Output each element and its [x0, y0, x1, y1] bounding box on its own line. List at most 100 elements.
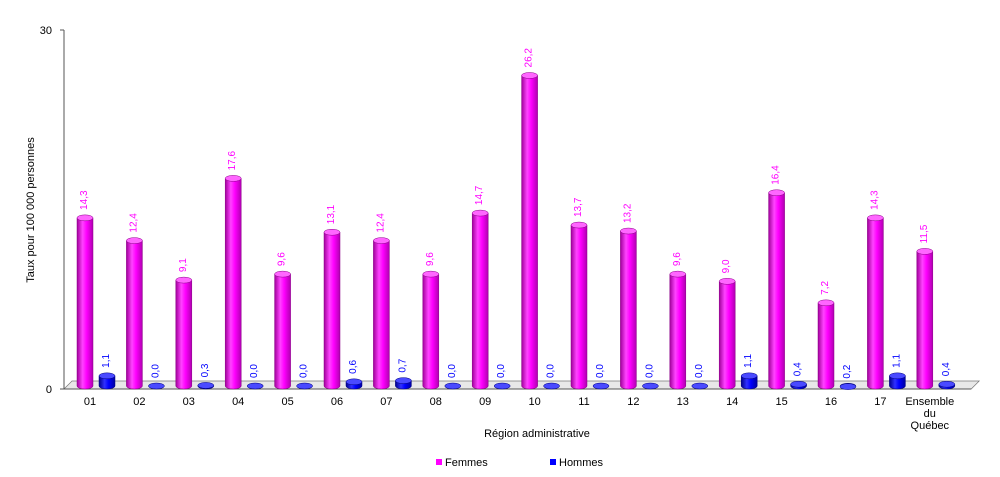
x-tick-label: 01 — [84, 396, 96, 408]
data-label-femmes: 16,4 — [771, 165, 782, 185]
x-tick-label: 03 — [183, 396, 195, 408]
x-tick-label: 17 — [874, 396, 886, 408]
data-label-femmes: 14,7 — [474, 185, 485, 205]
bar-hommes-8 — [493, 382, 511, 390]
data-label-hommes: 0,0 — [299, 364, 310, 378]
data-label-hommes: 0,6 — [348, 359, 359, 373]
data-label-hommes: 0,3 — [200, 363, 211, 377]
y-tick-labels: 30 0 — [40, 25, 52, 396]
bar-hommes-0 — [98, 372, 116, 390]
bar-hommes-6 — [395, 377, 412, 390]
bar-hommes-15 — [839, 383, 857, 390]
bar-hommes-11 — [642, 382, 659, 390]
data-label-hommes: 0,4 — [941, 362, 952, 376]
data-label-hommes: 0,0 — [447, 364, 458, 378]
bar-femmes-1 — [126, 237, 143, 390]
x-tick-labels: 01 02 03 04 05 06 07 08 09 10 11 12 13 14 15 16 17 Ensemb… — [84, 396, 954, 432]
bar-hommes-1 — [148, 382, 165, 390]
data-label-hommes: 0,0 — [496, 364, 507, 378]
bar-femmes-3 — [224, 175, 242, 390]
bar-hommes-16 — [889, 372, 906, 390]
legend-swatch — [550, 459, 556, 465]
bar-femmes-12 — [669, 270, 687, 390]
data-label-femmes: 12,4 — [128, 213, 139, 233]
data-label-hommes: 0,0 — [644, 364, 655, 378]
bar-femmes-11 — [620, 227, 637, 390]
bar-hommes-3 — [246, 382, 264, 390]
bar-femmes-15 — [817, 299, 835, 390]
data-label-femmes: 14,3 — [79, 190, 90, 210]
bar-femmes-5 — [323, 228, 341, 390]
bar-hommes-14 — [790, 380, 807, 390]
bar-hommes-5 — [345, 378, 363, 390]
legend: Femmes Hommes — [436, 457, 604, 469]
bar-hommes-10 — [592, 382, 610, 390]
x-tick-label: 07 — [380, 396, 392, 408]
bar-hommes-17 — [938, 380, 956, 390]
x-tick-label: Ensemble du Québec — [905, 396, 954, 432]
y-tick-label: 30 — [40, 25, 52, 37]
data-label-femmes: 26,2 — [524, 48, 535, 68]
bar-femmes-13 — [718, 278, 736, 390]
y-tick-label: 0 — [46, 384, 52, 396]
x-tick-label: 02 — [133, 396, 145, 408]
axes — [60, 29, 972, 390]
bars — [76, 72, 956, 390]
bar-femmes-10 — [570, 221, 588, 390]
legend-item-hommes: Hommes — [550, 457, 604, 469]
bar-hommes-12 — [691, 382, 709, 390]
data-label-femmes: 13,7 — [573, 197, 584, 217]
data-label-femmes: 9,6 — [425, 252, 436, 266]
data-label-femmes: 13,1 — [326, 204, 337, 224]
x-tick-label: 13 — [677, 396, 689, 408]
data-label-hommes: 0,0 — [546, 364, 557, 378]
x-tick-label: 15 — [775, 396, 787, 408]
data-label-hommes: 0,7 — [397, 358, 408, 372]
x-tick-label: 14 — [726, 396, 738, 408]
x-tick-label: 10 — [528, 396, 540, 408]
bar-femmes-14 — [768, 189, 785, 390]
data-label-femmes: 11,5 — [919, 224, 930, 243]
data-label-hommes: 1,1 — [101, 353, 112, 367]
bar-femmes-17 — [916, 248, 934, 390]
bar-femmes-9 — [521, 72, 538, 390]
bar-hommes-7 — [444, 382, 462, 390]
bar-hommes-9 — [543, 382, 560, 390]
bar-femmes-4 — [274, 270, 291, 390]
bar-hommes-4 — [296, 382, 313, 390]
bar-femmes-6 — [373, 237, 390, 390]
data-label-femmes: 7,2 — [820, 281, 831, 295]
bar-hommes-2 — [197, 382, 215, 390]
data-label-femmes: 13,2 — [622, 203, 633, 223]
data-label-femmes: 9,1 — [178, 258, 189, 272]
legend-label: Hommes — [559, 457, 604, 469]
bar-hommes-13 — [740, 372, 758, 390]
x-axis-title: Région administrative — [484, 428, 590, 440]
data-label-femmes: 14,3 — [869, 190, 880, 210]
x-tick-label: 12 — [627, 396, 639, 408]
x-tick-label: 11 — [578, 396, 589, 408]
data-label-hommes: 0,4 — [793, 362, 804, 376]
x-tick-label: 06 — [331, 396, 343, 408]
data-label-femmes: 9,6 — [277, 252, 288, 266]
bar-femmes-16 — [867, 214, 884, 390]
data-labels: 14,3 1,1 12,4 0,0 9,1 0,3 17,6 0,0 9,6 0,0 13,1 0,6… — [79, 48, 952, 379]
x-tick-label: 05 — [281, 396, 293, 408]
data-label-hommes: 0,0 — [249, 364, 260, 378]
y-axis-title: Taux pour 100 000 personnes — [25, 137, 37, 283]
legend-label: Femmes — [445, 457, 488, 469]
data-label-femmes: 9,0 — [721, 259, 732, 273]
legend-swatch — [436, 459, 442, 465]
bar-femmes-0 — [76, 214, 94, 390]
x-tick-label: 04 — [232, 396, 244, 408]
data-label-hommes: 0,0 — [595, 364, 606, 378]
data-label-hommes: 0,0 — [150, 364, 161, 378]
x-tick-label: 09 — [479, 396, 491, 408]
bar-femmes-2 — [175, 276, 193, 390]
data-label-hommes: 0,2 — [842, 364, 853, 378]
bar-femmes-7 — [422, 270, 440, 390]
x-tick-label: 08 — [430, 396, 442, 408]
bar-femmes-8 — [471, 209, 489, 390]
